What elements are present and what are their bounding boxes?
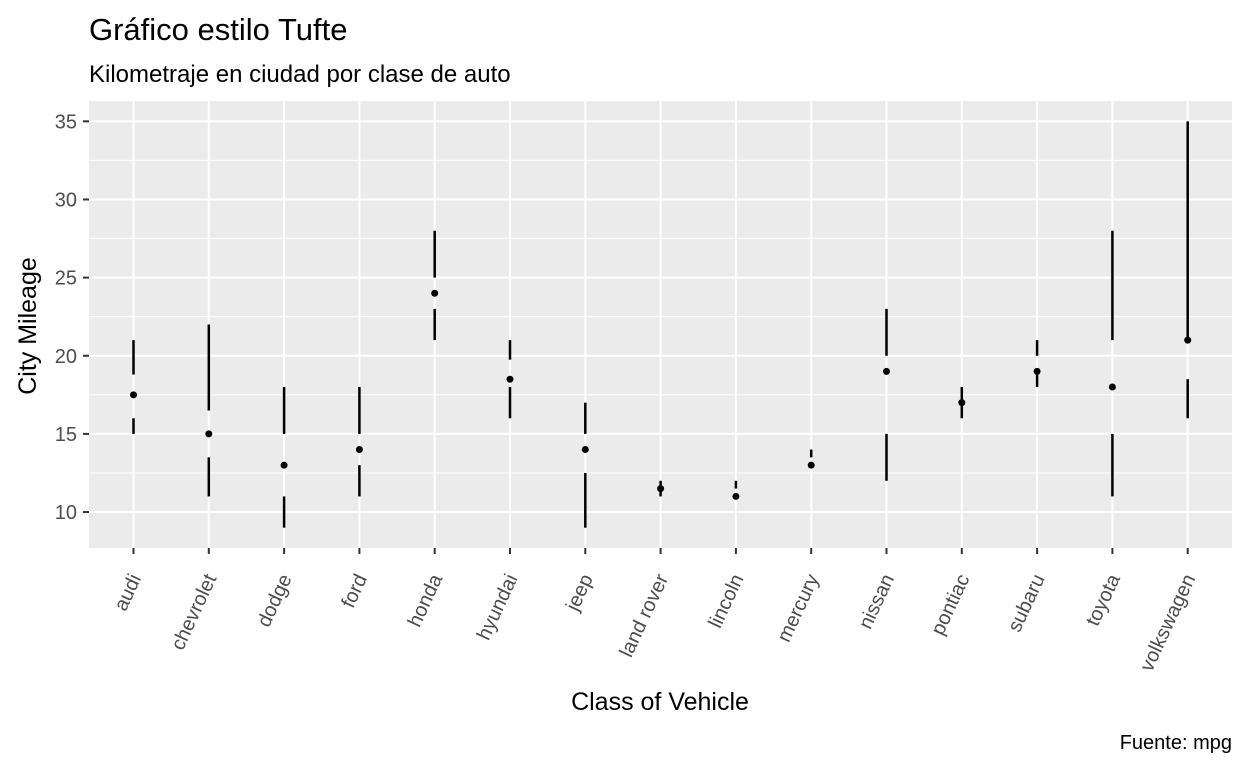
x-tick-label: dodge [253,571,296,631]
x-tick-label: honda [404,570,448,630]
median-point [1184,336,1192,344]
x-tick-label: chevrolet [167,570,221,653]
x-tick-label: jeep [561,571,597,615]
chart-title: Gráfico estilo Tufte [89,12,347,47]
x-tick-label: mercury [773,571,823,646]
x-tick-label: nissan [855,571,899,633]
x-tick-label: ford [337,571,372,612]
median-point [581,446,589,454]
y-tick-label: 20 [55,346,77,368]
x-tick-label: audi [110,571,146,615]
median-point [355,446,363,454]
y-tick-label: 10 [55,502,77,524]
x-tick-label: pontiac [927,571,974,639]
median-point [506,375,514,383]
median-point [732,492,740,500]
chart-subtitle: Kilometraje en ciudad por clase de auto [89,61,511,88]
median-point [431,289,439,297]
median-point [205,430,213,438]
median-point [807,461,815,469]
y-tick-label: 25 [55,268,77,290]
x-tick-label: land rover [616,571,674,661]
median-point [130,391,137,399]
caption: Fuente: mpg [1120,732,1232,754]
median-point [1033,367,1041,375]
x-tick-label: lincoln [705,571,749,632]
median-point [280,461,288,469]
x-tick-label: subaru [1004,571,1050,636]
x-tick-label: toyota [1082,570,1125,629]
y-tick-label: 30 [55,189,77,211]
median-point [958,399,966,407]
y-axis-title: City Mileage [14,257,42,395]
y-tick-label: 35 [55,111,77,133]
median-point [883,367,890,375]
median-point [657,485,665,493]
y-tick-label: 15 [55,424,77,446]
x-tick-label: volkswagen [1136,571,1200,675]
x-tick-label: hyundai [473,571,523,644]
x-axis-title: Class of Vehicle [571,688,749,716]
median-point [1108,383,1116,391]
